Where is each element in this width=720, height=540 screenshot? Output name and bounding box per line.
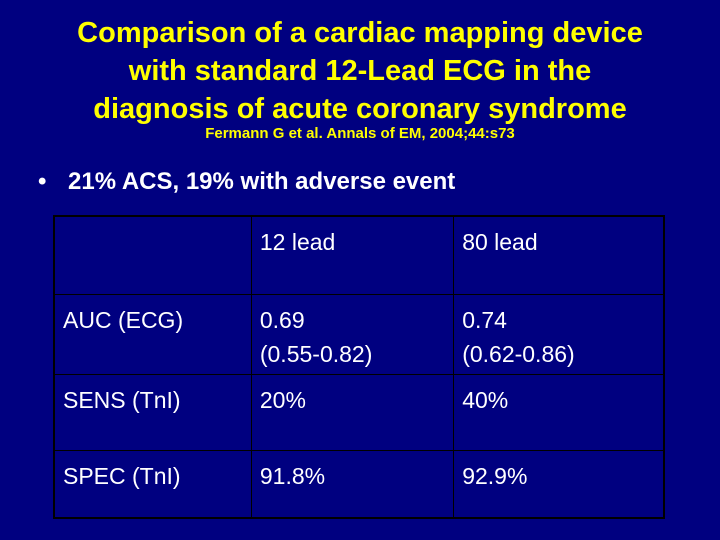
bullet-text: 21% ACS, 19% with adverse event [68,168,456,195]
bullet-point: • 21% ACS, 19% with adverse event [38,168,455,196]
citation: Fermann G et al. Annals of EM, 2004;44:s… [205,125,515,142]
row-label: SPEC (TnI) [53,449,252,519]
table-cell: 92.9% [453,449,665,519]
title-line-2: with standard 12-Lead ECG in the [128,55,592,87]
table-header-row: 12 lead 80 lead [53,215,665,295]
table-cell: 40% [453,373,665,451]
cell-ci: (0.55-0.82) [259,340,373,367]
cell-ci: (0.62-0.86) [462,340,575,367]
table-row: SENS (TnI) 20% 40% [53,373,665,451]
table-cell: 20% [250,373,455,451]
table-header-cell: 80 lead [453,215,665,295]
bullet-symbol: • [38,168,47,195]
cell-value: 0.74 [462,306,507,333]
table-row: SPEC (TnI) 91.8% 92.9% [53,449,665,519]
title-line-3: diagnosis of acute coronary syndrome [93,93,627,125]
table-cell: 91.8% [250,449,455,519]
table-header-cell [53,215,252,295]
table-row: AUC (ECG) 0.69 (0.55-0.82) 0.74 (0.62-0.… [53,293,665,375]
row-label: AUC (ECG) [53,293,252,375]
slide-title: Comparison of a cardiac mapping device w… [20,14,700,128]
comparison-table: 12 lead 80 lead AUC (ECG) 0.69 (0.55-0.8… [53,215,665,519]
title-line-1: Comparison of a cardiac mapping device [77,17,643,49]
cell-value: 0.69 [259,306,305,333]
table-header-cell: 12 lead [250,215,455,295]
row-label: SENS (TnI) [53,373,252,451]
table-cell: 0.74 (0.62-0.86) [453,293,665,375]
table-cell: 0.69 (0.55-0.82) [250,293,455,375]
